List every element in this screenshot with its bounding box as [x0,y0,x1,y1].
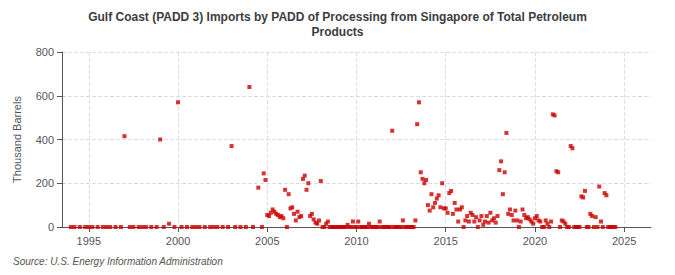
svg-text:2000: 2000 [166,235,190,247]
svg-text:2010: 2010 [344,235,368,247]
svg-text:Products: Products [311,25,363,39]
svg-text:2005: 2005 [255,235,279,247]
svg-text:600: 600 [36,90,54,102]
svg-text:2020: 2020 [523,235,547,247]
svg-text:Source: U.S. Energy Informatio: Source: U.S. Energy Information Administ… [13,256,223,267]
svg-text:800: 800 [36,46,54,58]
svg-text:Gulf Coast (PADD 3) Imports by: Gulf Coast (PADD 3) Imports by PADD of P… [88,10,587,24]
svg-text:1995: 1995 [77,235,101,247]
svg-text:2015: 2015 [434,235,458,247]
svg-text:2025: 2025 [612,235,636,247]
svg-text:200: 200 [36,177,54,189]
svg-text:400: 400 [36,134,54,146]
svg-text:Thousand Barrels: Thousand Barrels [11,96,23,183]
svg-text:0: 0 [48,221,54,233]
